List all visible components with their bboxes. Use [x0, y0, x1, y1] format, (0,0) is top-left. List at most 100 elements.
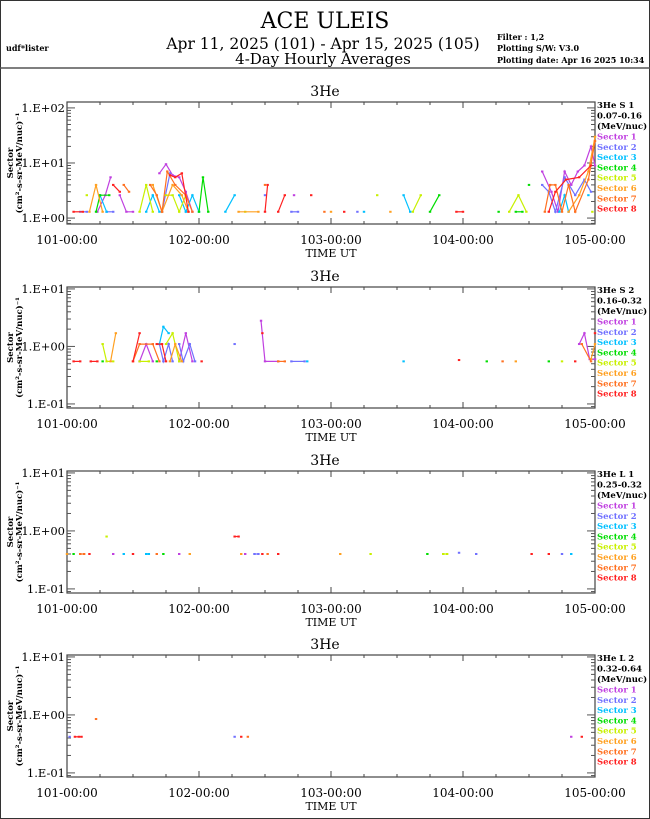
data-point	[541, 170, 544, 173]
series-sector-8	[72, 164, 593, 213]
data-point	[81, 210, 85, 213]
data-point	[296, 210, 300, 213]
y-tick-label: 1.E+01	[21, 156, 65, 170]
x-tick-label: 102-00:00	[168, 786, 230, 800]
data-point	[138, 360, 141, 363]
legend-entry-sector-5: Sector 5	[597, 174, 637, 184]
data-point	[145, 210, 148, 213]
series-line-segment	[132, 333, 141, 362]
data-point	[277, 360, 280, 363]
series-line-segment	[178, 342, 196, 364]
data-point	[547, 210, 550, 213]
data-point	[148, 183, 152, 186]
data-point	[563, 176, 566, 179]
legend-header: 3He L 1	[597, 470, 634, 480]
data-point	[485, 360, 488, 363]
data-point	[567, 210, 570, 213]
series-line-segment	[403, 194, 411, 213]
series-sector-8	[88, 535, 550, 555]
panel-4: 3He 101-00:00 102-00:00 103-00:00 104-00:00 1…	[6, 637, 647, 813]
data-point	[409, 210, 412, 213]
data-point	[563, 170, 566, 173]
x-tick-label: 103-00:00	[300, 602, 362, 616]
legend-header: 0.25-0.32	[597, 481, 642, 491]
series-sector-1	[112, 552, 247, 555]
legend-header: 0.16-0.32	[597, 297, 642, 307]
series-line-segment	[132, 343, 160, 362]
data-point	[164, 360, 168, 363]
data-point	[168, 174, 172, 177]
data-point	[138, 343, 141, 346]
x-tick-label: 105-00:00	[564, 233, 626, 247]
legend-entry-sector-4: Sector 4	[597, 163, 637, 173]
y-tick-label: 1.E-01	[27, 766, 65, 780]
series-sector-3	[122, 552, 573, 555]
data-point	[155, 360, 158, 363]
data-point	[343, 210, 346, 213]
data-point	[72, 360, 75, 363]
data-point	[550, 190, 553, 193]
y-axis-label: Sector	[6, 700, 16, 731]
series-sector-4	[101, 360, 550, 363]
series-line-segment	[590, 343, 596, 360]
legend-entry-sector-3: Sector 3	[597, 522, 637, 532]
data-point	[178, 343, 181, 346]
data-point	[593, 358, 597, 361]
data-point	[292, 194, 296, 197]
legend-entry-sector-2: Sector 2	[597, 143, 637, 153]
data-point	[576, 170, 580, 173]
data-point	[593, 332, 597, 335]
data-point	[246, 735, 250, 738]
data-point	[455, 210, 458, 213]
data-point	[558, 210, 561, 213]
data-point	[402, 360, 405, 363]
y-tick-label: 1.E+01	[21, 282, 65, 296]
data-point	[164, 163, 168, 166]
data-point	[114, 332, 118, 335]
data-point	[105, 210, 108, 213]
data-point	[191, 360, 194, 363]
data-point	[339, 552, 342, 555]
data-point	[428, 210, 432, 213]
x-tick-label: 104-00:00	[432, 786, 494, 800]
series-sector-2	[68, 735, 236, 738]
legend-header: 0.07-0.16	[597, 112, 642, 122]
series-sector-8	[72, 332, 597, 363]
data-point	[73, 735, 77, 738]
data-point	[82, 552, 86, 555]
data-point	[168, 360, 172, 363]
data-point	[508, 210, 511, 213]
data-point	[184, 332, 187, 335]
data-point	[580, 735, 583, 738]
data-point	[108, 194, 111, 197]
legend-entry-sector-6: Sector 6	[597, 553, 637, 563]
data-point	[98, 194, 102, 197]
panel-title: 3He	[310, 269, 339, 285]
panel-title: 3He	[310, 84, 339, 100]
data-point	[193, 360, 197, 363]
x-tick-label: 101-00:00	[36, 602, 98, 616]
data-point	[583, 178, 586, 181]
series-line-segment	[412, 194, 422, 213]
series-sector-7	[79, 552, 269, 555]
legend-entry-sector-3: Sector 3	[597, 153, 637, 163]
y-axis-label: Sector	[6, 332, 16, 363]
y-axis-label: Sector	[6, 516, 16, 547]
legend-entry-sector-5: Sector 5	[597, 543, 637, 553]
data-point	[323, 210, 326, 213]
data-point	[266, 183, 269, 186]
y-axis-label-units: (cm²-s-sr-MeV/nuc)⁻¹	[14, 481, 25, 582]
data-point	[151, 194, 154, 197]
data-point	[263, 210, 267, 213]
data-point	[587, 170, 590, 173]
data-point	[147, 360, 151, 363]
series-line-segment	[112, 184, 121, 193]
data-point	[88, 552, 91, 555]
x-tick-label: 104-00:00	[432, 602, 494, 616]
data-point	[160, 343, 164, 346]
legend-entry-sector-8: Sector 8	[597, 390, 637, 400]
data-point	[277, 210, 280, 213]
data-point	[178, 360, 181, 363]
